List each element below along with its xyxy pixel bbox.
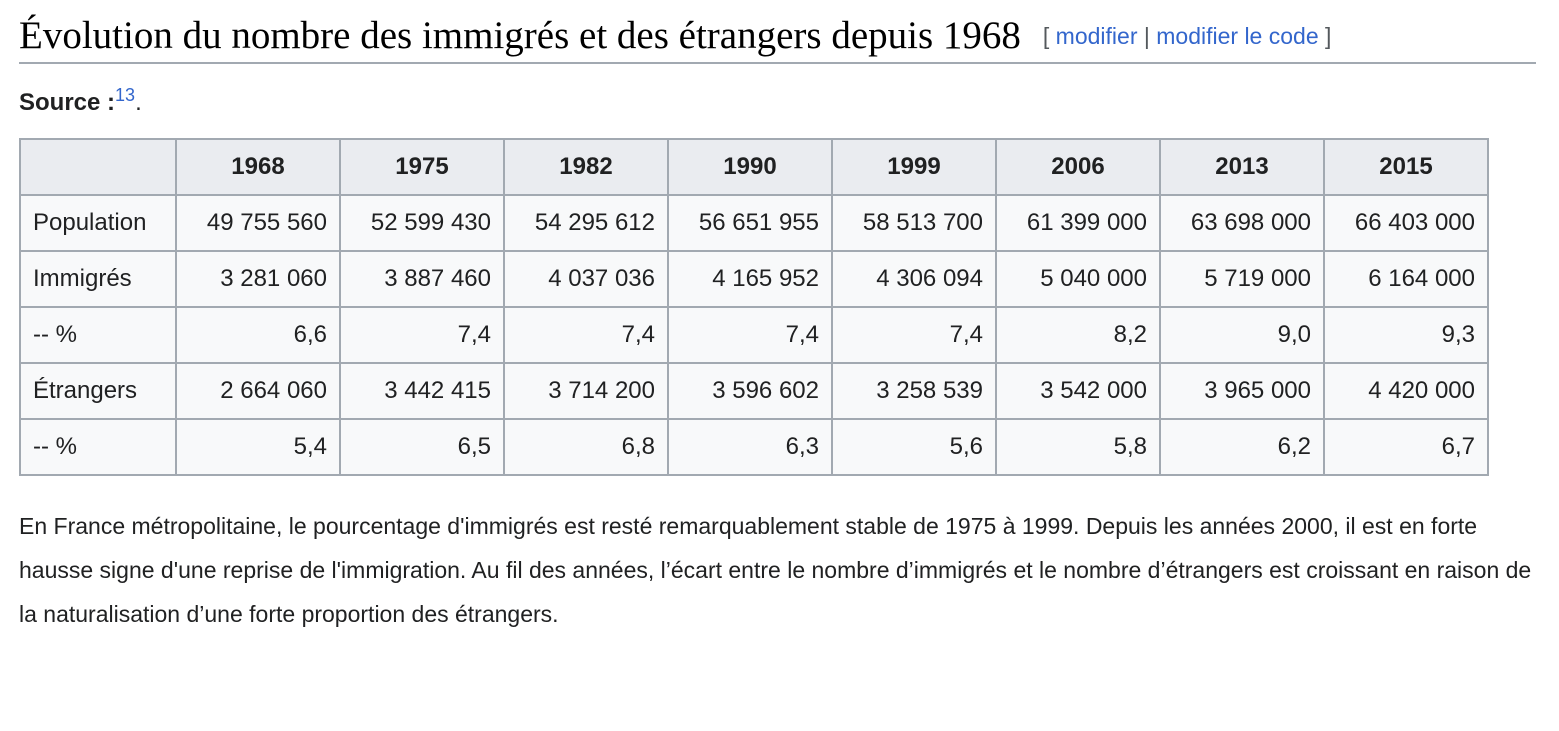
table-cell: 5 719 000 [1159,250,1325,308]
table-cell: 6,8 [503,418,669,476]
table-cell: 56 651 955 [667,194,833,252]
table-cell: 7,4 [503,306,669,364]
table-cell: 5,8 [995,418,1161,476]
edit-links: [ modifier | modifier le code ] [1043,23,1332,49]
table-cell: 63 698 000 [1159,194,1325,252]
source-punct: . [135,89,142,116]
header-row: 1968 1975 1982 1990 1999 2006 2013 2015 [19,138,1489,196]
edit-link[interactable]: modifier [1055,23,1138,49]
table-cell: 3 281 060 [175,250,341,308]
table-cell: 4 420 000 [1323,362,1489,420]
table-row: -- % 6,6 7,4 7,4 7,4 7,4 8,2 9,0 9,3 [19,306,1489,364]
table-cell: 3 258 539 [831,362,997,420]
row-label: Étrangers [19,362,177,420]
table-cell: 7,4 [339,306,505,364]
table-cell: 5,4 [175,418,341,476]
table-row: Immigrés 3 281 060 3 887 460 4 037 036 4 165… [19,250,1489,308]
table-cell: 4 306 094 [831,250,997,308]
table-cell: 49 755 560 [175,194,341,252]
table-cell: 3 542 000 [995,362,1161,420]
table-cell: 6,6 [175,306,341,364]
table-cell: 58 513 700 [831,194,997,252]
corner-cell [19,138,177,196]
table-cell: 6,7 [1323,418,1489,476]
column-header-1990: 1990 [667,138,833,196]
column-header-1999: 1999 [831,138,997,196]
column-header-1982: 1982 [503,138,669,196]
table-cell: 3 887 460 [339,250,505,308]
edit-code-link[interactable]: modifier le code [1156,23,1319,49]
table-cell: 5 040 000 [995,250,1161,308]
table-cell: 3 442 415 [339,362,505,420]
table-cell: 61 399 000 [995,194,1161,252]
table-cell: 7,4 [667,306,833,364]
table-cell: 9,3 [1323,306,1489,364]
table-cell: 52 599 430 [339,194,505,252]
table-cell: 7,4 [831,306,997,364]
table-cell: 8,2 [995,306,1161,364]
source-line: Source :13. [19,84,1536,116]
bracket-open: [ [1042,23,1050,49]
immigration-table: 1968 1975 1982 1990 1999 2006 2013 2015 Populat… [19,138,1489,476]
article-section: Évolution du nombre des immigrés et des … [19,0,1536,636]
row-label: Immigrés [19,250,177,308]
row-label: -- % [19,418,177,476]
paragraph: En France métropolitaine, le pourcentage… [19,513,1532,627]
column-header-2013: 2013 [1159,138,1325,196]
column-header-2006: 2006 [995,138,1161,196]
section-heading: Évolution du nombre des immigrés et des … [19,12,1536,64]
table-cell: 5,6 [831,418,997,476]
table-cell: 4 037 036 [503,250,669,308]
section-title: Évolution du nombre des immigrés et des … [19,14,1021,57]
row-label: Population [19,194,177,252]
row-label: -- % [19,306,177,364]
column-header-1968: 1968 [175,138,341,196]
table-cell: 3 596 602 [667,362,833,420]
table-cell: 3 714 200 [503,362,669,420]
table-cell: 9,0 [1159,306,1325,364]
table-cell: 4 165 952 [667,250,833,308]
separator: | [1143,23,1150,49]
column-header-2015: 2015 [1323,138,1489,196]
table-cell: 66 403 000 [1323,194,1489,252]
table-row: -- % 5,4 6,5 6,8 6,3 5,6 5,8 6,2 6,7 [19,418,1489,476]
table-cell: 54 295 612 [503,194,669,252]
table-cell: 6 164 000 [1323,250,1489,308]
table-cell: 6,3 [667,418,833,476]
column-header-1975: 1975 [339,138,505,196]
table-cell: 3 965 000 [1159,362,1325,420]
table-cell: 6,2 [1159,418,1325,476]
table-row: Étrangers 2 664 060 3 442 415 3 714 200 3 59… [19,362,1489,420]
table-cell: 6,5 [339,418,505,476]
table-cell: 2 664 060 [175,362,341,420]
bracket-close: ] [1325,23,1332,49]
source-label: Source : [19,89,116,116]
table-row: Population 49 755 560 52 599 430 54 295 612… [19,194,1489,252]
reference-link[interactable]: 13 [115,85,136,105]
